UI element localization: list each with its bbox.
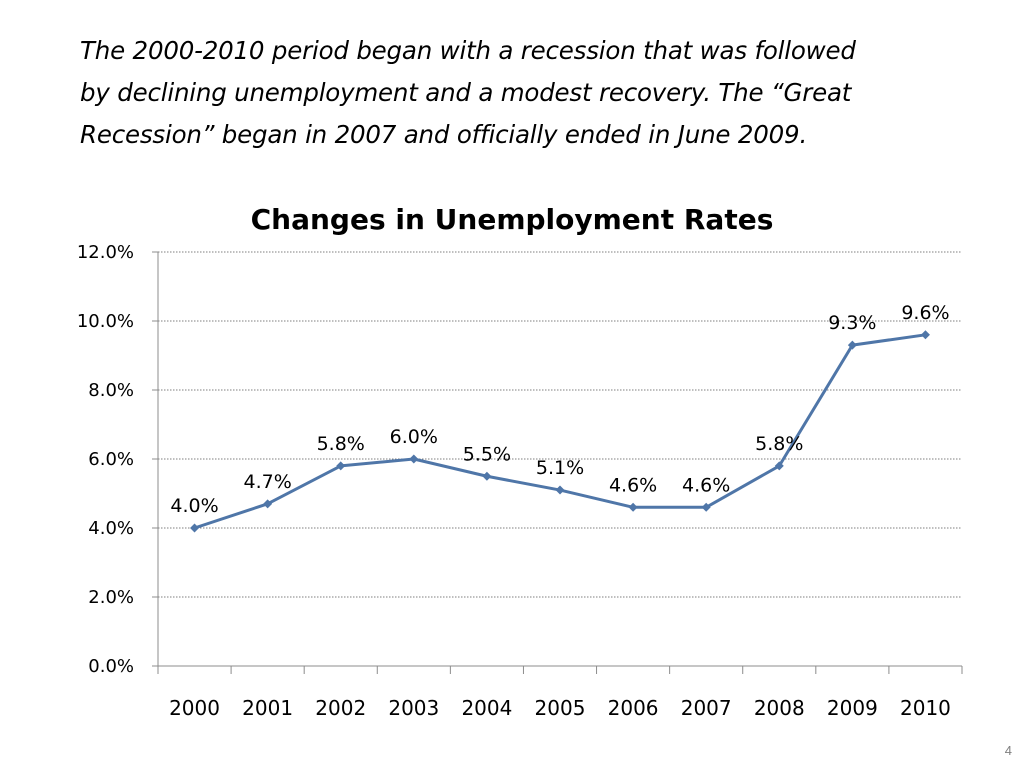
x-tick-label: 2010 xyxy=(900,696,951,720)
data-label: 4.6% xyxy=(609,474,657,496)
series-markers xyxy=(190,330,930,533)
intro-line-2: by declining unemployment and a modest r… xyxy=(80,78,852,107)
data-point-marker xyxy=(482,471,492,481)
series-line xyxy=(194,333,926,530)
data-label: 5.5% xyxy=(463,443,511,465)
y-tick-label: 10.0% xyxy=(77,311,134,332)
data-label: 4.6% xyxy=(682,474,730,496)
axes xyxy=(152,251,963,674)
x-tick-label: 2007 xyxy=(681,696,732,720)
y-tick-label: 2.0% xyxy=(88,587,134,608)
y-tick-label: 12.0% xyxy=(77,242,134,263)
y-tick-label: 8.0% xyxy=(88,380,134,401)
gridlines xyxy=(158,251,962,598)
x-tick-label: 2004 xyxy=(461,696,512,720)
x-tick-label: 2005 xyxy=(535,696,586,720)
data-label: 5.8% xyxy=(755,433,803,455)
data-label: 5.8% xyxy=(317,433,365,455)
x-tick-label: 2000 xyxy=(169,696,220,720)
x-tick-label: 2003 xyxy=(388,696,439,720)
x-tick-labels: 2000 2001 2002 2003 2004 2005 2006 2007 2008 2009… xyxy=(169,696,951,720)
data-point-marker xyxy=(409,454,419,464)
intro-line-3: Recession” began in 2007 and officially … xyxy=(80,120,808,149)
y-tick-labels: 0.0% 2.0% 4.0% 6.0% 8.0% 10.0% 12.0% xyxy=(77,242,134,677)
data-label: 5.1% xyxy=(536,457,584,479)
data-label: 4.0% xyxy=(170,495,218,517)
data-point-marker xyxy=(555,485,565,495)
data-point-marker xyxy=(190,523,200,533)
data-point-marker xyxy=(628,502,638,512)
data-label: 6.0% xyxy=(390,426,438,448)
data-label: 9.6% xyxy=(901,302,949,324)
data-label: 4.7% xyxy=(243,471,291,493)
y-tick-label: 6.0% xyxy=(88,449,134,470)
chart-title: Changes in Unemployment Rates xyxy=(251,203,774,236)
x-tick-label: 2008 xyxy=(754,696,805,720)
page-number: 4 xyxy=(1004,743,1012,758)
data-point-marker xyxy=(263,499,273,509)
data-point-marker xyxy=(701,502,711,512)
data-label: 9.3% xyxy=(828,312,876,334)
x-tick-label: 2009 xyxy=(827,696,878,720)
y-tick-label: 0.0% xyxy=(88,656,134,677)
data-point-marker xyxy=(920,330,930,340)
data-point-marker xyxy=(774,461,784,471)
data-labels: 4.0% 4.7% 5.8% 6.0% 5.5% 5.1% 4.6% 4.6% 5.8% 9.3%… xyxy=(170,302,949,517)
intro-line-1: The 2000-2010 period began with a recess… xyxy=(80,36,856,65)
series-line xyxy=(194,333,926,530)
x-tick-label: 2002 xyxy=(315,696,366,720)
x-tick-label: 2006 xyxy=(608,696,659,720)
intro-paragraph: The 2000-2010 period began with a recess… xyxy=(80,30,980,156)
x-tick-label: 2001 xyxy=(242,696,293,720)
data-point-marker xyxy=(336,461,346,471)
data-point-marker xyxy=(847,340,857,350)
y-tick-label: 4.0% xyxy=(88,518,134,539)
